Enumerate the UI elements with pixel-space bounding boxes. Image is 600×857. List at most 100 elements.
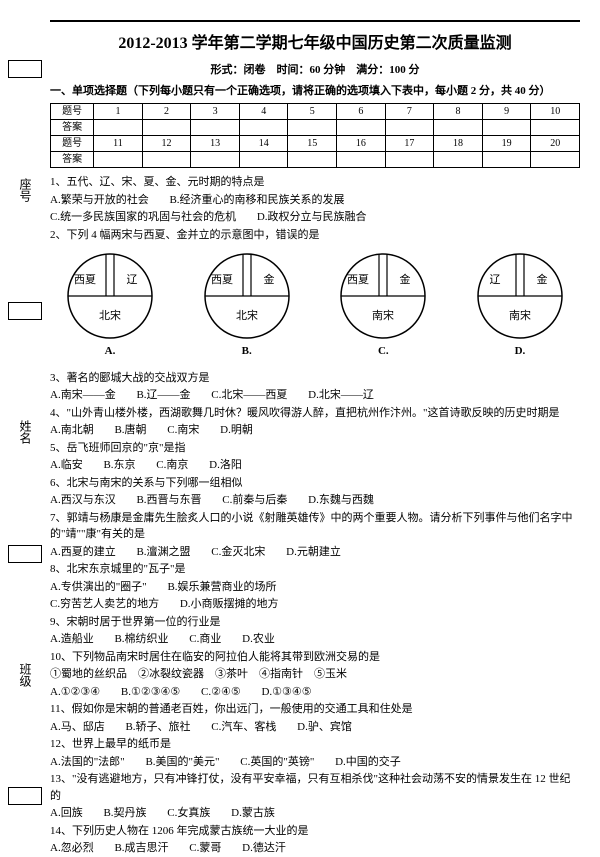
margin-box xyxy=(8,60,42,78)
grid-cell: 11 xyxy=(94,136,143,152)
q13-text: 13、"没有逃避地方，只有冲锋打仗，没有平安幸福，只有互相杀伐"这种社会动荡不安… xyxy=(50,771,580,804)
opt-c: C.南宋 xyxy=(167,422,199,439)
grid-label: 题号 xyxy=(51,136,94,152)
tl-label: 西夏 xyxy=(74,273,96,286)
grid-cell[interactable] xyxy=(239,152,288,168)
opt-d: D.北宋——辽 xyxy=(308,387,374,404)
b-label: 南宋 xyxy=(372,308,394,322)
grid-label: 题号 xyxy=(51,104,94,120)
grid-cell[interactable] xyxy=(288,152,337,168)
diagram-label-c: C. xyxy=(378,343,389,360)
opt-c: C.女真族 xyxy=(167,805,210,822)
opt-b: B.美国的"美元" xyxy=(145,754,219,771)
q14-opts: A.忽必烈 B.成吉思汗 C.蒙哥 D.德达汗 xyxy=(50,840,580,857)
margin-label: 班级 xyxy=(8,567,42,783)
opt-d: D.驴、宾馆 xyxy=(297,719,352,736)
opt-c: C.商业 xyxy=(189,631,221,648)
q3-text: 3、著名的郾城大战的交战双方是 xyxy=(50,370,580,387)
grid-cell[interactable] xyxy=(142,152,191,168)
grid-cell: 14 xyxy=(239,136,288,152)
diagram-label-d: D. xyxy=(515,343,526,360)
grid-cell[interactable] xyxy=(191,152,240,168)
q10-text: 10、下列物品南宋时居住在临安的阿拉伯人能将其带到欧洲交易的是 xyxy=(50,649,580,666)
opt-d: D.元朝建立 xyxy=(286,544,341,561)
opt-c: C.前秦与后秦 xyxy=(222,492,287,509)
tl-label: 西夏 xyxy=(211,273,233,286)
grid-cell: 6 xyxy=(337,104,386,120)
grid-cell: 13 xyxy=(191,136,240,152)
grid-cell[interactable] xyxy=(239,120,288,136)
grid-cell[interactable] xyxy=(531,152,580,168)
grid-cell[interactable] xyxy=(482,120,531,136)
grid-cell: 19 xyxy=(482,136,531,152)
grid-cell: 16 xyxy=(337,136,386,152)
grid-cell: 10 xyxy=(531,104,580,120)
grid-cell[interactable] xyxy=(385,152,434,168)
grid-cell[interactable] xyxy=(288,120,337,136)
q8-opts2: C.穷苦艺人卖艺的地方 D.小商贩摆摊的地方 xyxy=(50,596,580,613)
diagram-a: 西夏 辽 北宋 A. xyxy=(60,249,160,360)
grid-cell[interactable] xyxy=(482,152,531,168)
opt-c: C.穷苦艺人卖艺的地方 xyxy=(50,596,159,613)
tl-label: 西夏 xyxy=(347,273,369,286)
grid-cell[interactable] xyxy=(142,120,191,136)
grid-cell[interactable] xyxy=(385,120,434,136)
margin-box xyxy=(8,787,42,805)
opt-c: C.汽车、客栈 xyxy=(211,719,276,736)
opt-b: B.澶渊之盟 xyxy=(136,544,190,561)
grid-cell[interactable] xyxy=(434,120,483,136)
grid-cell[interactable] xyxy=(94,152,143,168)
opt-b: B.成吉思汗 xyxy=(114,840,168,857)
grid-cell[interactable] xyxy=(337,120,386,136)
grid-cell: 18 xyxy=(434,136,483,152)
circle-diagram-icon: 西夏 辽 北宋 xyxy=(60,249,160,339)
opt-d: D.东魏与西魏 xyxy=(308,492,374,509)
q4-text: 4、"山外青山楼外楼，西湖歌舞几时休？暖风吹得游人醉，直把杭州作汴州。"这首诗歌… xyxy=(50,405,580,422)
q9-text: 9、宋朝时居于世界第一位的行业是 xyxy=(50,614,580,631)
opt-c: C.北宋——西夏 xyxy=(211,387,287,404)
page-title: 2012-2013 学年第二学期七年级中国历史第二次质量监测 xyxy=(50,32,580,56)
opt-a: A.西夏的建立 xyxy=(50,544,116,561)
b-label: 北宋 xyxy=(99,308,121,322)
tr-label: 金 xyxy=(400,272,411,286)
margin-label: 姓名 xyxy=(8,324,42,540)
q14-text: 14、下列历史人物在 1206 年完成蒙古族统一大业的是 xyxy=(50,823,580,840)
q10-opts: A.①②③④ B.①②③④⑤ C.②④⑤ D.①③④⑤ xyxy=(50,684,580,701)
grid-cell[interactable] xyxy=(434,152,483,168)
grid-cell[interactable] xyxy=(337,152,386,168)
opt-b: B.棉纺织业 xyxy=(114,631,168,648)
opt-a: A.法国的"法郎" xyxy=(50,754,125,771)
q12-text: 12、世界上最早的纸币是 xyxy=(50,736,580,753)
grid-cell: 15 xyxy=(288,136,337,152)
opt-c: C.英国的"英镑" xyxy=(240,754,314,771)
margin-column: 座号 姓名 班级 xyxy=(8,60,42,805)
grid-cell: 2 xyxy=(142,104,191,120)
opt-b: B.契丹族 xyxy=(103,805,146,822)
grid-cell: 5 xyxy=(288,104,337,120)
opt-c: C.金灭北宋 xyxy=(211,544,265,561)
opt-b: B.东京 xyxy=(103,457,135,474)
opt-b: B.唐朝 xyxy=(114,422,146,439)
opt-c: C.②④⑤ xyxy=(201,684,241,701)
q9-opts: A.造船业 B.棉纺织业 C.商业 D.农业 xyxy=(50,631,580,648)
q13-opts: A.回族 B.契丹族 C.女真族 D.蒙古族 xyxy=(50,805,580,822)
grid-cell[interactable] xyxy=(531,120,580,136)
opt-a: A.南宋——金 xyxy=(50,387,116,404)
opt-d: D.德达汗 xyxy=(242,840,286,857)
diagram-b: 西夏 金 北宋 B. xyxy=(197,249,297,360)
opt-b: B.西晋与东晋 xyxy=(136,492,201,509)
grid-cell[interactable] xyxy=(94,120,143,136)
tr-label: 金 xyxy=(263,272,274,286)
opt-a: A.临安 xyxy=(50,457,83,474)
opt-c: C.南京 xyxy=(156,457,188,474)
opt-b: B.娱乐兼营商业的场所 xyxy=(167,579,276,596)
grid-label: 答案 xyxy=(51,152,94,168)
top-rule xyxy=(50,20,580,22)
opt-d: D.中国的交子 xyxy=(335,754,401,771)
q1-text: 1、五代、辽、宋、夏、金、元时期的特点是 xyxy=(50,174,580,191)
answer-grid: 题号 1 2 3 4 5 6 7 8 9 10 答案 题号 11 12 13 1… xyxy=(50,103,580,168)
grid-cell[interactable] xyxy=(191,120,240,136)
opt-d: D.小商贩摆摊的地方 xyxy=(180,596,279,613)
diagram-d: 辽 金 南宋 D. xyxy=(470,249,570,360)
opt-a: A.造船业 xyxy=(50,631,94,648)
